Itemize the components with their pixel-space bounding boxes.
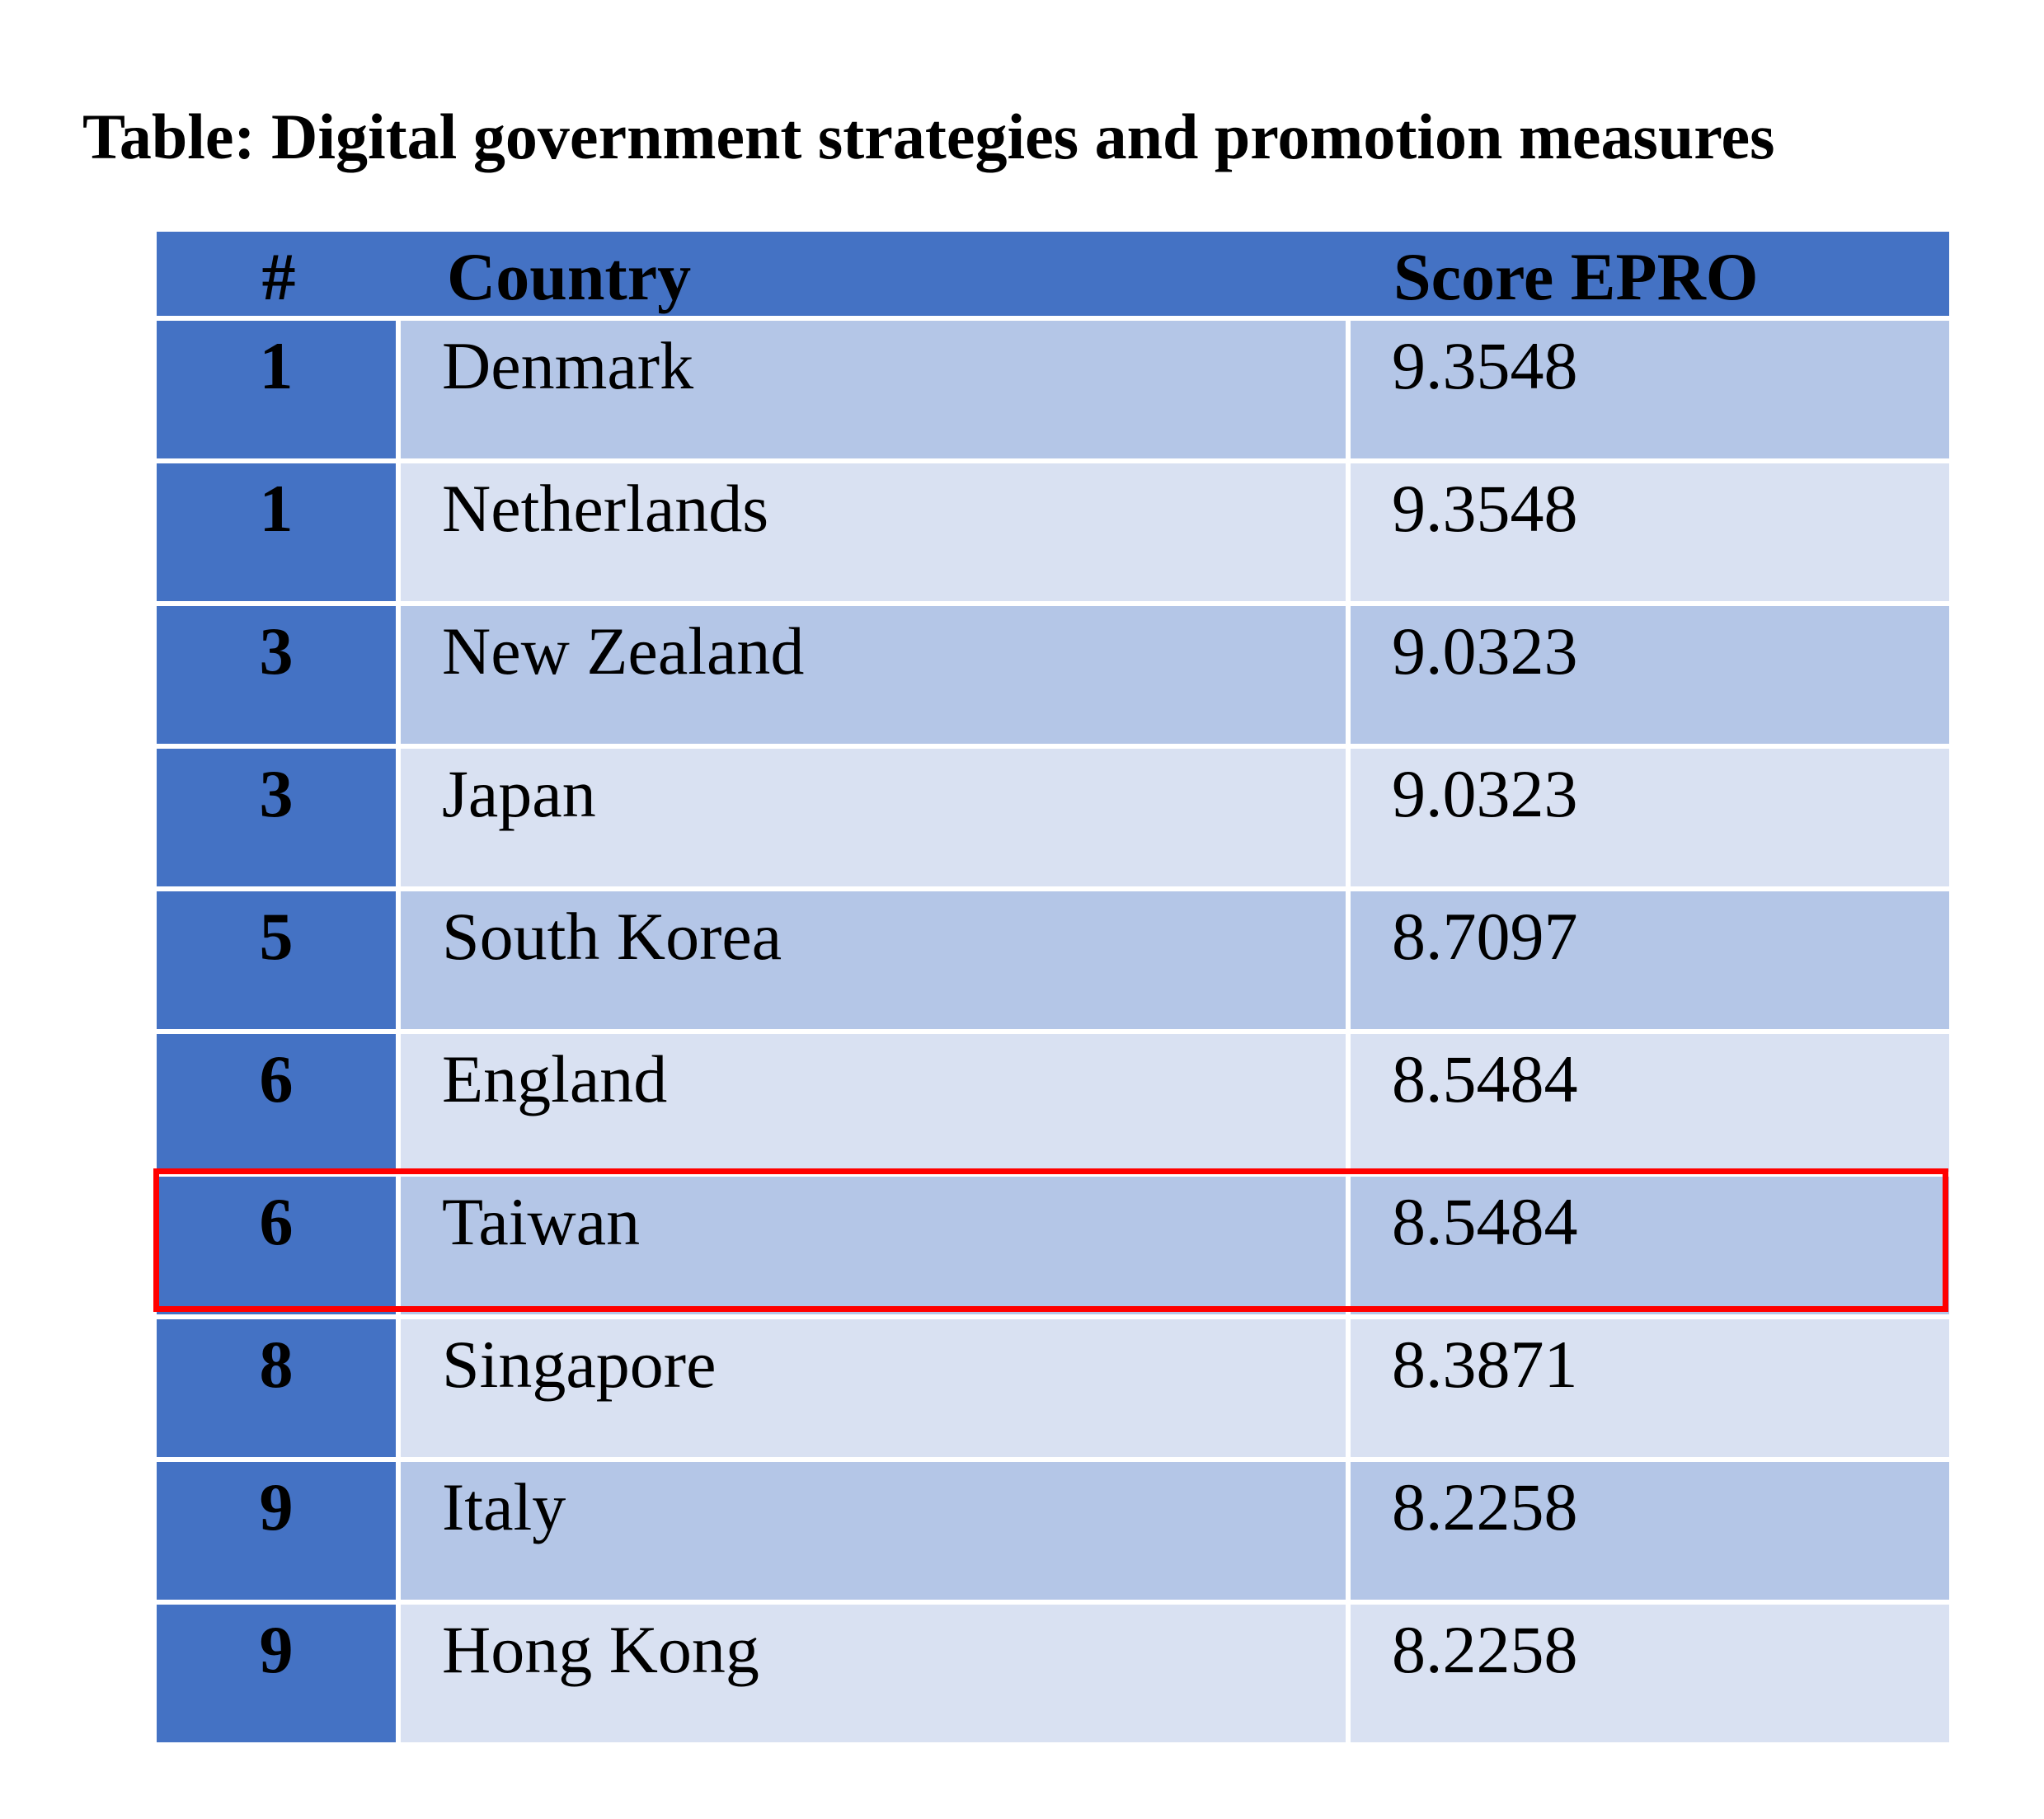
country-cell: Denmark (401, 321, 1351, 458)
table-row: 3 New Zealand 9.0323 (157, 606, 1949, 749)
header-country: Country (447, 239, 692, 314)
country-cell: Netherlands (401, 463, 1351, 601)
table-row: 1 Denmark 9.3548 (157, 321, 1949, 463)
country-cell: Singapore (401, 1319, 1351, 1457)
country-cell: Taiwan (401, 1177, 1351, 1314)
table-row: 8 Singapore 8.3871 (157, 1319, 1949, 1462)
table-row-highlighted: 6 Taiwan 8.5484 (157, 1177, 1949, 1319)
table-row: 5 South Korea 8.7097 (157, 891, 1949, 1034)
header-score: Score EPRO (1393, 239, 1759, 314)
rank-cell: 8 (157, 1319, 401, 1457)
table-row: 9 Italy 8.2258 (157, 1462, 1949, 1605)
country-cell: South Korea (401, 891, 1351, 1029)
rank-cell: 1 (157, 463, 401, 601)
rank-cell: 6 (157, 1177, 401, 1314)
country-cell: Hong Kong (401, 1605, 1351, 1742)
rank-cell: 6 (157, 1034, 401, 1172)
country-cell: New Zealand (401, 606, 1351, 744)
rank-cell: 3 (157, 606, 401, 744)
score-cell: 9.3548 (1351, 463, 1949, 601)
rank-cell: 9 (157, 1462, 401, 1600)
ranking-table: # Country Score EPRO 1 Denmark 9.3548 1 … (157, 232, 1949, 1742)
table-row: 3 Japan 9.0323 (157, 749, 1949, 891)
score-cell: 8.7097 (1351, 891, 1949, 1029)
score-cell: 8.3871 (1351, 1319, 1949, 1457)
country-cell: Italy (401, 1462, 1351, 1600)
score-cell: 8.5484 (1351, 1034, 1949, 1172)
score-cell: 9.0323 (1351, 606, 1949, 744)
table-row: 1 Netherlands 9.3548 (157, 463, 1949, 606)
table-title: Table: Digital government strategies and… (82, 101, 1775, 172)
rank-cell: 3 (157, 749, 401, 886)
rank-cell: 9 (157, 1605, 401, 1742)
score-cell: 9.0323 (1351, 749, 1949, 886)
country-cell: Japan (401, 749, 1351, 886)
score-cell: 8.2258 (1351, 1462, 1949, 1600)
table-row: 6 England 8.5484 (157, 1034, 1949, 1177)
table-row: 9 Hong Kong 8.2258 (157, 1605, 1949, 1742)
score-cell: 8.5484 (1351, 1177, 1949, 1314)
rank-cell: 1 (157, 321, 401, 458)
country-cell: England (401, 1034, 1351, 1172)
score-cell: 8.2258 (1351, 1605, 1949, 1742)
table-header: # Country Score EPRO (157, 232, 1949, 321)
header-rank: # (261, 239, 296, 314)
rank-cell: 5 (157, 891, 401, 1029)
score-cell: 9.3548 (1351, 321, 1949, 458)
